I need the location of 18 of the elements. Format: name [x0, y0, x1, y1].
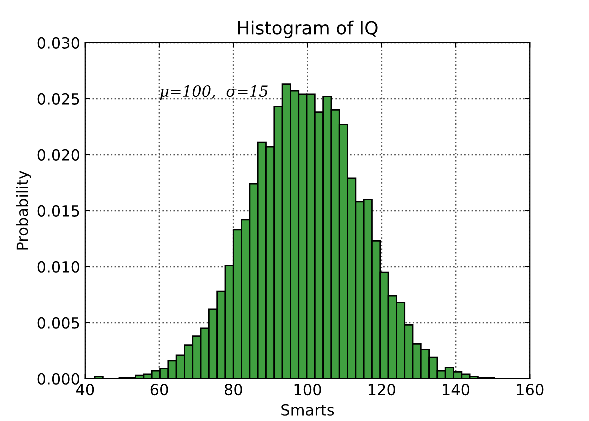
- annotation: μ=100, σ=15: [160, 86, 268, 100]
- y-tick-label: 0.020: [38, 149, 80, 161]
- x-tick-label: 80: [224, 384, 242, 396]
- y-tick-label: 0.010: [38, 261, 80, 273]
- x-tick-label: 140: [443, 384, 470, 396]
- y-axis-title: Probability: [16, 171, 32, 250]
- y-tick-label: 0.030: [38, 37, 80, 49]
- x-tick-label: 160: [517, 384, 544, 396]
- x-tick-label: 120: [368, 384, 396, 396]
- y-tick-label: 0.025: [38, 93, 80, 105]
- x-tick-label: 40: [76, 384, 94, 396]
- y-tick-label: 0.005: [38, 317, 80, 329]
- x-axis-title: Smarts: [282, 404, 334, 416]
- y-tick-label: 0.000: [38, 373, 80, 385]
- x-tick-label: 60: [150, 384, 168, 396]
- chart-title: Histogram of IQ: [238, 20, 378, 38]
- y-tick-label: 0.015: [38, 205, 80, 217]
- x-tick-label: 100: [294, 384, 322, 396]
